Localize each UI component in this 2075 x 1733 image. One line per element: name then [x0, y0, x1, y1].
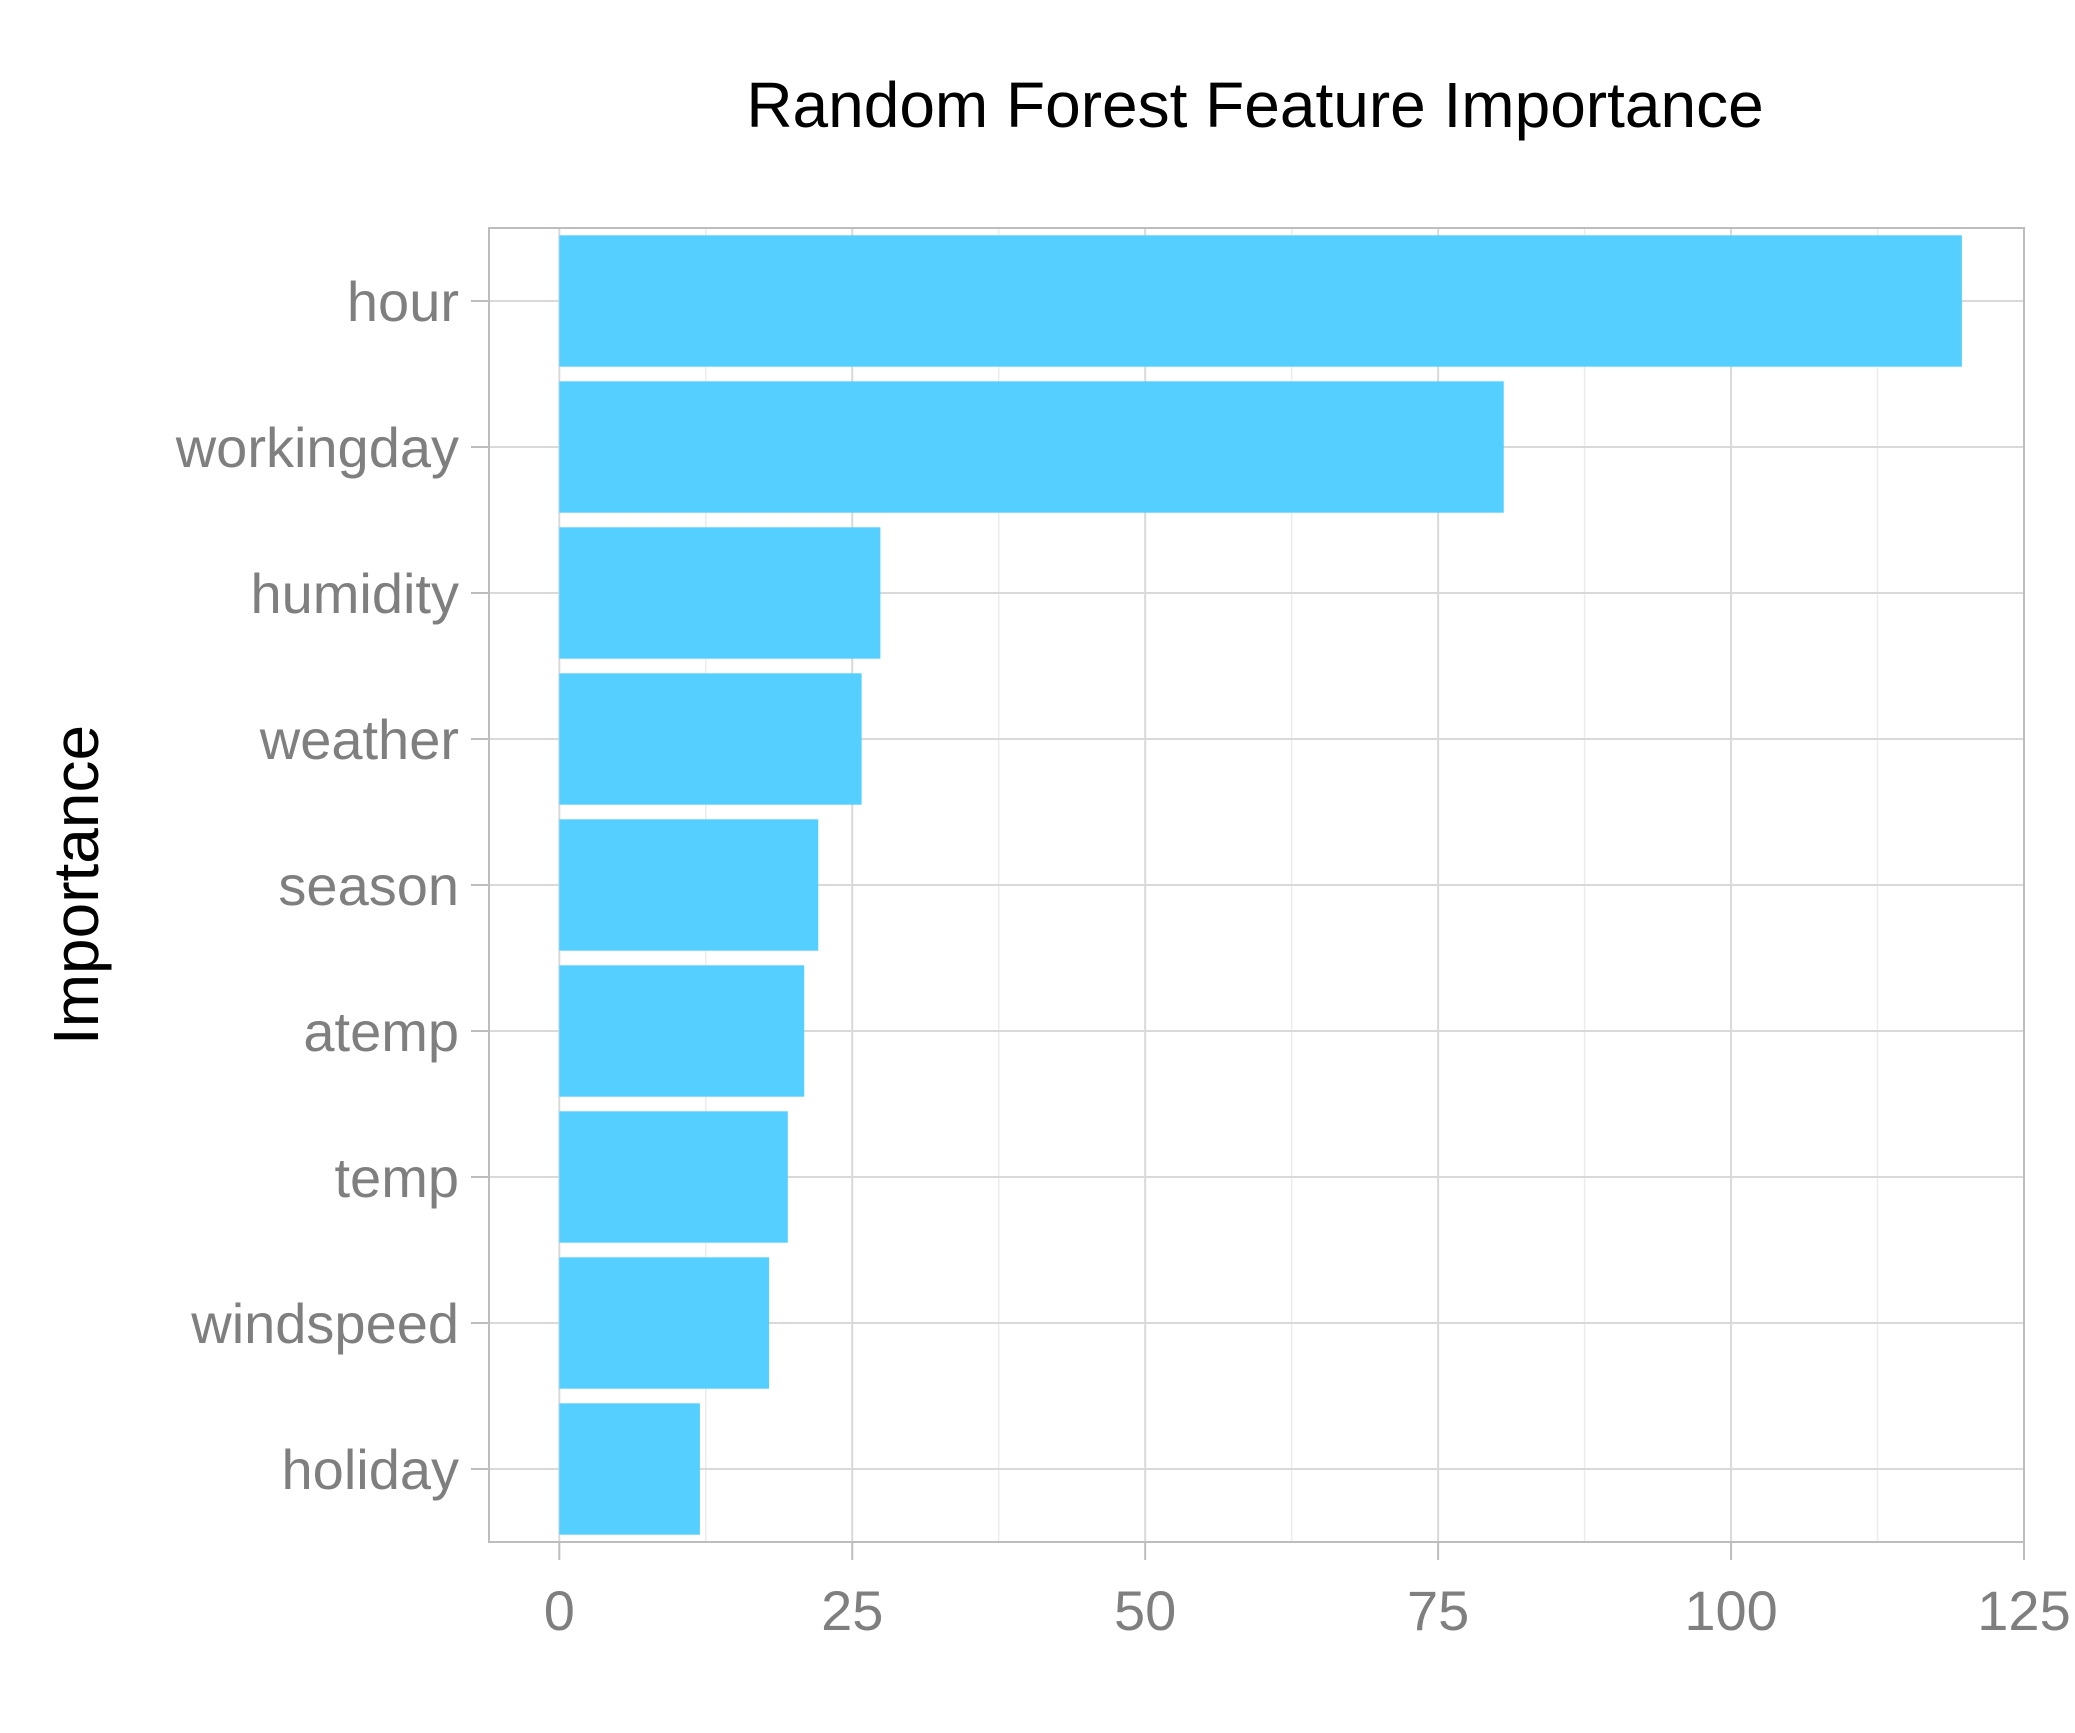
y-tick-label: atemp	[303, 1000, 459, 1063]
x-tick-label: 0	[544, 1579, 575, 1642]
y-tick-label: windspeed	[190, 1292, 459, 1355]
y-tick-label: temp	[335, 1146, 460, 1209]
x-tick-label: 25	[821, 1579, 883, 1642]
bar-temp	[559, 1111, 788, 1243]
y-tick-label: workingday	[175, 416, 459, 479]
bars	[559, 235, 1962, 1535]
x-tick-label: 75	[1407, 1579, 1469, 1642]
bar-weather	[559, 673, 862, 805]
bar-atemp	[559, 965, 805, 1097]
x-tick-label: 125	[1977, 1579, 2070, 1642]
y-axis-label: Importance	[40, 725, 112, 1045]
y-axis-ticks: hour workingday humidity weather season atemp…	[175, 270, 489, 1501]
x-tick-label: 50	[1114, 1579, 1176, 1642]
bar-hour	[559, 235, 1962, 367]
chart-title: Random Forest Feature Importance	[746, 69, 1763, 141]
bar-humidity	[559, 527, 881, 659]
bar-windspeed	[559, 1257, 770, 1389]
bar-holiday	[559, 1403, 700, 1535]
y-tick-label: hour	[347, 270, 459, 333]
x-tick-label: 100	[1684, 1579, 1777, 1642]
bar-season	[559, 819, 819, 951]
bar-workingday	[559, 381, 1504, 513]
y-tick-label: humidity	[250, 562, 459, 625]
y-tick-label: holiday	[282, 1438, 459, 1501]
x-axis-ticks: 0 25 50 75 100 125	[544, 1542, 2071, 1642]
y-tick-label: weather	[259, 708, 459, 771]
y-tick-label: season	[278, 854, 459, 917]
